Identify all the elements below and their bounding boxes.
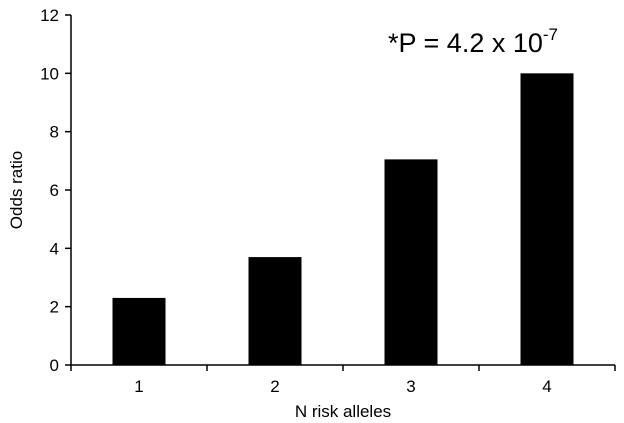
x-axis-label: N risk alleles: [295, 402, 391, 421]
x-tick-label-4: 4: [542, 377, 551, 396]
bar-3: [384, 159, 438, 365]
x-tick-label-1: 1: [134, 377, 143, 396]
y-axis-label: Odds ratio: [7, 151, 26, 229]
bar-1: [112, 297, 166, 365]
bar-4: [520, 73, 574, 365]
y-tick-label: 4: [50, 239, 59, 258]
x-axis-ticks: 1 2 3 4: [70, 365, 616, 396]
y-tick-label: 6: [50, 181, 59, 200]
y-tick-label: 8: [50, 123, 59, 142]
p-value-annotation: *P = 4.2 x 10-7: [388, 25, 558, 58]
bar-2: [248, 257, 302, 365]
x-tick-label-2: 2: [270, 377, 279, 396]
p-value-main: *P = 4.2 x 10: [388, 28, 543, 58]
y-axis-ticks: 0 2 4 6 8 10 12: [40, 6, 71, 375]
bars-group: [112, 73, 574, 365]
x-tick-label-3: 3: [406, 377, 415, 396]
y-tick-label: 10: [40, 64, 59, 83]
y-tick-label: 0: [50, 356, 59, 375]
p-value-exponent: -7: [543, 25, 558, 44]
y-tick-label: 2: [50, 298, 59, 317]
y-tick-label: 12: [40, 6, 59, 25]
